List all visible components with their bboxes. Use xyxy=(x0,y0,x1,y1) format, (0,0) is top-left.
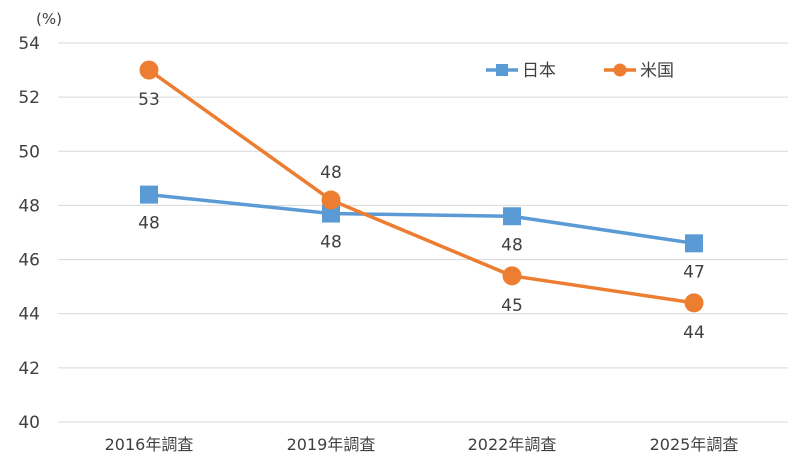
data-labels: 48 48 48 47 53 48 45 44 xyxy=(138,90,705,343)
data-label: 48 xyxy=(138,214,160,234)
data-label: 48 xyxy=(320,233,342,253)
y-tick-label: 46 xyxy=(18,251,40,271)
data-label: 48 xyxy=(320,163,342,183)
legend-marker xyxy=(496,64,508,76)
y-tick-label: 44 xyxy=(18,305,40,325)
gridlines xyxy=(58,42,788,423)
series-line-usa xyxy=(147,68,695,305)
x-tick-label: 2016年調査 xyxy=(105,435,194,454)
y-axis-ticks: 40 42 44 46 48 50 52 54 xyxy=(18,34,40,433)
y-tick-label: 48 xyxy=(18,196,40,216)
y-tick-label: 54 xyxy=(18,34,40,54)
data-label: 47 xyxy=(683,262,705,282)
legend-label: 米国 xyxy=(640,61,674,81)
data-point xyxy=(139,60,159,80)
y-tick-label: 40 xyxy=(18,413,40,433)
y-tick-label: 50 xyxy=(18,142,40,162)
y-tick-label: 52 xyxy=(18,88,40,108)
y-unit-label: (%) xyxy=(36,10,62,28)
data-point xyxy=(322,204,340,223)
x-tick-label: 2025年調査 xyxy=(650,435,739,454)
legend: 日本 米国 xyxy=(486,61,674,81)
data-label: 53 xyxy=(138,90,160,110)
data-point xyxy=(503,207,521,226)
y-tick-label: 42 xyxy=(18,359,40,379)
x-tick-label: 2019年調査 xyxy=(287,435,376,454)
data-point xyxy=(685,234,703,253)
data-point xyxy=(684,293,704,313)
legend-marker xyxy=(613,63,627,77)
data-point xyxy=(321,190,341,210)
series-line-japan xyxy=(148,192,695,246)
data-label: 45 xyxy=(501,296,523,316)
data-point xyxy=(140,185,158,204)
x-tick-label: 2022年調査 xyxy=(468,435,557,454)
x-axis-ticks: 2016年調査 2019年調査 2022年調査 2025年調査 xyxy=(105,435,739,454)
legend-label: 日本 xyxy=(522,61,556,81)
data-label: 48 xyxy=(501,235,523,255)
series-layer xyxy=(139,60,704,313)
data-label: 44 xyxy=(683,323,705,343)
data-point xyxy=(502,266,522,286)
